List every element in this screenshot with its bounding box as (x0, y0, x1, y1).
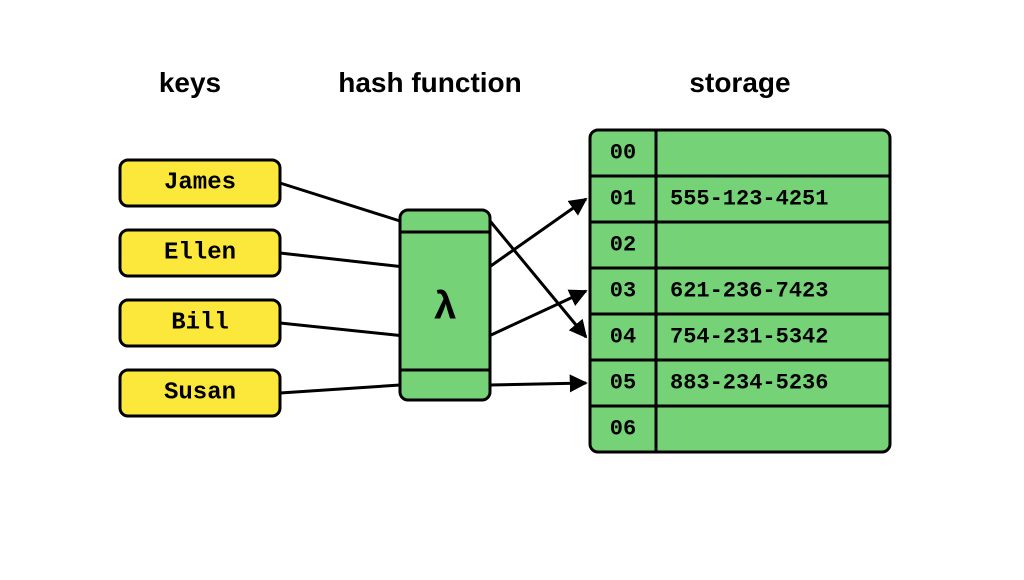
key-label: James (164, 170, 236, 197)
edge-key-to-hash (280, 385, 400, 393)
keys-heading: keys (159, 67, 221, 98)
key-label: Ellen (164, 240, 236, 267)
key-label: Bill (171, 310, 229, 337)
edge-key-to-hash (280, 183, 400, 221)
edge-hash-to-storage (490, 221, 586, 337)
edge-hash-to-storage (490, 383, 586, 385)
storage-index: 00 (610, 141, 636, 166)
hash-heading: hash function (338, 67, 522, 98)
edge-hash-to-storage (490, 291, 586, 336)
key-label: Susan (164, 380, 236, 407)
storage-value: 555-123-4251 (670, 187, 828, 212)
storage-index: 02 (610, 233, 636, 258)
storage-index: 06 (610, 417, 636, 442)
storage-heading: storage (689, 67, 790, 98)
storage-index: 04 (610, 325, 636, 350)
hash-table-diagram: keys hash function storage James Ellen Bill Su… (0, 0, 1024, 580)
edge-key-to-hash (280, 323, 400, 336)
storage-value: 754-231-5342 (670, 325, 828, 350)
storage-value: 621-236-7423 (670, 279, 828, 304)
storage-value: 883-234-5236 (670, 371, 828, 396)
storage-index: 03 (610, 279, 636, 304)
storage-index: 05 (610, 371, 636, 396)
storage-index: 01 (610, 187, 636, 212)
lambda-symbol: λ (433, 287, 457, 332)
edge-hash-to-storage (490, 199, 586, 267)
edge-key-to-hash (280, 253, 400, 267)
